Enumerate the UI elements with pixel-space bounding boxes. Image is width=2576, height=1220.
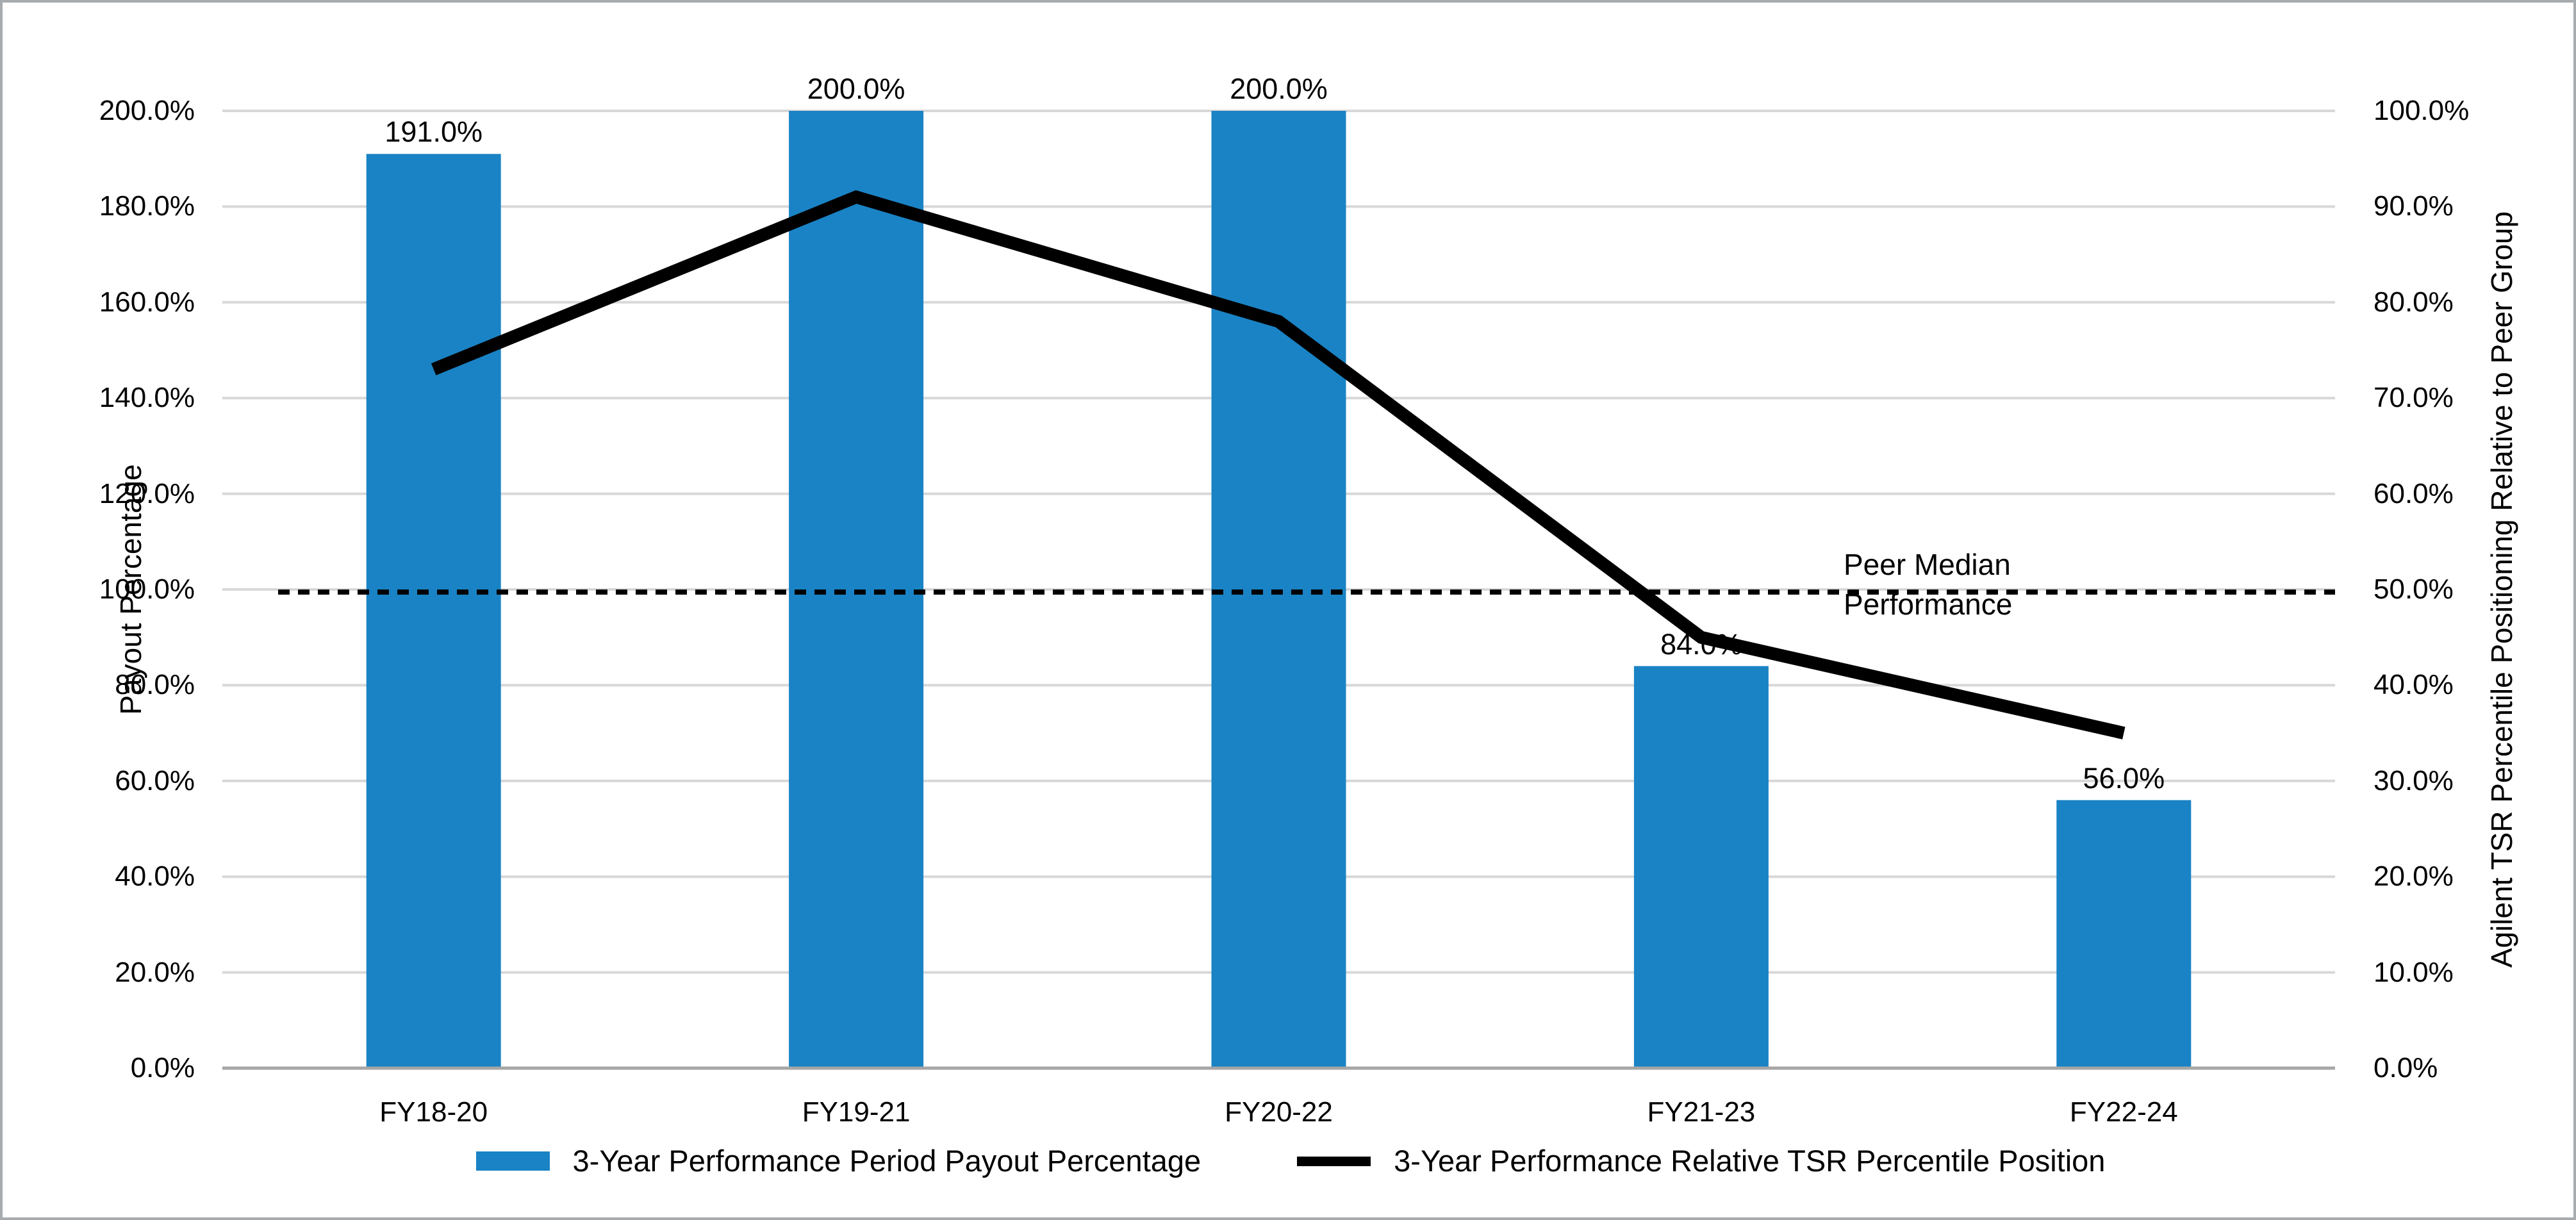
bar-value-label-FY22-24: 56.0% [2083,761,2165,795]
right-axis-tick: 20.0% [2374,861,2454,893]
right-axis-tick: 80.0% [2374,286,2454,318]
legend-item-tsr[interactable]: 3-Year Performance Relative TSR Percenti… [1297,1144,2105,1178]
tsr-percentile-line[interactable] [431,190,2126,739]
bar-FY22-24[interactable] [2056,800,2192,1068]
left-axis-tick: 200.0% [99,95,195,126]
legend-label-tsr: 3-Year Performance Relative TSR Percenti… [1394,1144,2106,1178]
plot-area [222,110,2335,1070]
reference-line-label-line2: Performance [1844,588,2013,621]
x-axis-label-FY22-24: FY22-24 [2069,1096,2178,1128]
right-axis-tick: 90.0% [2374,190,2454,222]
bar-value-label-FY21-23: 84.0% [1660,627,1742,661]
reference-line-label-line1: Peer Median [1844,548,2011,581]
right-axis-title: Agilent TSR Percentile Positioning Relat… [2485,211,2518,968]
right-axis-tick: 50.0% [2374,573,2454,605]
x-axis-label-FY20-22: FY20-22 [1225,1096,1333,1128]
right-axis-tick: 70.0% [2374,382,2454,414]
left-axis-tick: 80.0% [115,669,195,701]
right-axis-tick: 10.0% [2374,956,2454,988]
left-axis-tick: 120.0% [99,477,195,509]
left-axis-tick: 60.0% [115,764,195,796]
left-axis-tick: 160.0% [99,286,195,318]
left-axis-tick: 20.0% [115,956,195,988]
bar-value-label-FY20-22: 200.0% [1230,72,1328,105]
legend: 3-Year Performance Period Payout Percent… [3,1144,2573,1178]
bar-FY18-20[interactable] [366,154,501,1069]
x-axis-label-FY19-21: FY19-21 [802,1096,911,1128]
left-axis-title: Payout Percentage [114,464,147,715]
bar-value-label-FY18-20: 191.0% [384,115,483,149]
right-axis-tick: 100.0% [2374,95,2470,126]
left-axis-tick: 180.0% [99,190,195,222]
line-series-swatch-icon [1297,1156,1371,1166]
right-axis-tick: 60.0% [2374,477,2454,509]
x-axis-label-FY18-20: FY18-20 [379,1096,488,1128]
left-axis-tick: 40.0% [115,861,195,893]
bar-series-swatch-icon [475,1151,550,1171]
left-axis-tick: 100.0% [99,573,195,605]
bar-value-label-FY19-21: 200.0% [807,72,905,105]
bar-FY21-23[interactable] [1633,666,1769,1068]
x-axis-label-FY21-23: FY21-23 [1647,1096,1756,1128]
right-axis-tick: 30.0% [2374,764,2454,796]
legend-item-payout[interactable]: 3-Year Performance Period Payout Percent… [475,1144,1201,1178]
right-axis-tick: 0.0% [2374,1052,2438,1084]
legend-label-payout: 3-Year Performance Period Payout Percent… [572,1144,1201,1178]
reference-line-label: Peer Median Performance [1844,545,2012,624]
left-axis-tick: 140.0% [99,382,195,414]
right-axis-tick: 40.0% [2374,669,2454,701]
left-axis-tick: 0.0% [130,1052,195,1084]
